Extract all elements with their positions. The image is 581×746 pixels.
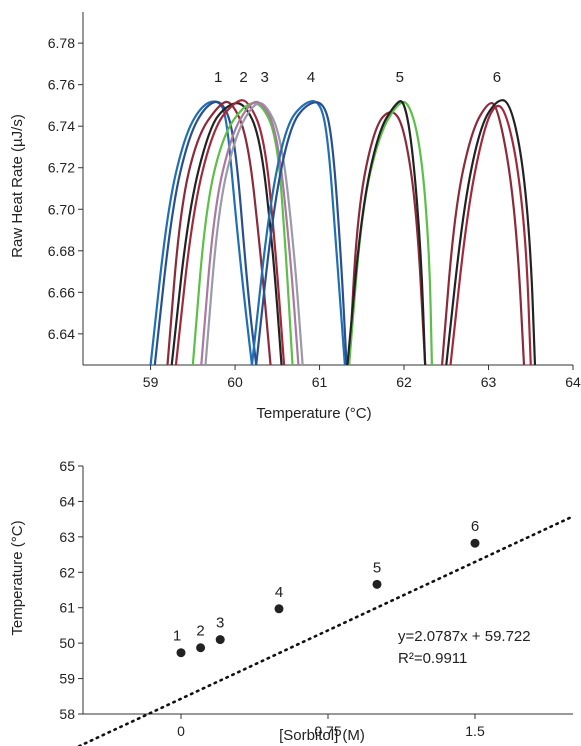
sorbitol-y-tick-label: 50 [59, 635, 75, 651]
sorbitol-y-tick-label: 63 [59, 529, 75, 545]
heat-rate-curve-13 [346, 100, 427, 366]
heat-rate-y-axis-label: Raw Heat Rate (µJ/s) [9, 114, 26, 258]
heat-rate-curve-6 [191, 102, 294, 366]
heat-rate-y-tick-label: 6.74 [48, 118, 75, 134]
heat-rate-curve-11 [348, 111, 427, 366]
heat-rate-x-tick-label: 61 [312, 374, 328, 390]
heat-rate-curve-8 [200, 100, 300, 366]
peak-label-1: 1 [214, 69, 222, 86]
sorbitol-y-tick-label: 61 [59, 600, 75, 616]
heat-rate-curve-5 [174, 99, 286, 366]
point-label-6: 6 [471, 518, 479, 535]
heat-rate-curve-10 [255, 101, 348, 366]
data-point-1 [176, 648, 186, 658]
point-label-2: 2 [196, 623, 204, 640]
data-point-2 [196, 643, 206, 653]
trendline [77, 515, 575, 746]
sorbitol-x-tick-label: 0.75 [314, 723, 341, 739]
heat-rate-y-tick-label: 6.64 [48, 326, 75, 342]
heat-rate-y-tick-label: 6.76 [48, 77, 75, 93]
heat-rate-y-tick-label: 6.66 [48, 284, 75, 300]
trendline-equation: y=2.0787x + 59.722 [398, 628, 531, 645]
peak-label-2: 2 [239, 69, 247, 86]
heat-rate-x-tick-label: 63 [481, 374, 497, 390]
point-label-4: 4 [275, 584, 283, 601]
sorbitol-y-tick-label: 59 [59, 671, 75, 687]
sorbitol-y-tick-label: 62 [59, 564, 75, 580]
heat-rate-x-tick-label: 62 [396, 374, 412, 390]
heat-rate-curve-4 [170, 102, 283, 366]
sorbitol-x-tick-label: 1.5 [465, 723, 485, 739]
trendline-line [77, 515, 575, 746]
point-label-3: 3 [216, 615, 224, 632]
heat-rate-curve-14 [440, 102, 526, 366]
heat-rate-curve-15 [445, 99, 537, 366]
heat-rate-x-tick-label: 60 [227, 374, 243, 390]
heat-rate-x-tick-label: 64 [565, 374, 581, 390]
peak-label-6: 6 [493, 69, 501, 86]
data-point-4 [274, 604, 284, 614]
peak-label-3: 3 [260, 69, 268, 86]
sorbitol-y-axis-label: Temperature (°C) [9, 520, 26, 635]
heat-rate-series [149, 99, 537, 366]
sorbitol-chart: 0 0.75 1.5 58 59 50 61 62 63 64 65 1 2 3 4 5 6 y=2.0787… [9, 458, 575, 746]
heat-rate-curve-16 [449, 104, 532, 366]
heat-rate-curve-3 [166, 100, 272, 366]
heat-rate-y-tick-label: 6.78 [48, 35, 75, 51]
sorbitol-y-tick-label: 64 [59, 493, 75, 509]
sorbitol-points: 1 2 3 4 5 6 [173, 518, 480, 658]
sorbitol-y-tick-label: 65 [59, 458, 75, 474]
heat-rate-axes: 59 60 61 62 63 646.646.666.686.706.726.746.76… [48, 12, 581, 390]
heat-rate-y-tick-label: 6.72 [48, 160, 75, 176]
heat-rate-y-tick-label: 6.68 [48, 243, 75, 259]
data-point-5 [372, 579, 382, 589]
heat-rate-curve-7 [204, 102, 304, 366]
sorbitol-y-tick-label: 58 [59, 706, 75, 722]
data-point-3 [215, 635, 225, 645]
heat-rate-x-axis-label: Temperature (°C) [256, 405, 371, 422]
data-point-6 [470, 538, 480, 548]
peak-label-5: 5 [396, 69, 404, 86]
peak-label-4: 4 [307, 69, 315, 86]
point-label-5: 5 [373, 559, 381, 576]
heat-rate-chart: 59 60 61 62 63 646.646.666.686.706.726.746.76… [9, 12, 581, 422]
trendline-r-squared: R²=0.9911 [398, 650, 467, 667]
point-label-1: 1 [173, 628, 181, 645]
heat-rate-curve-9 [250, 99, 346, 366]
heat-rate-y-tick-label: 6.70 [48, 201, 75, 217]
sorbitol-x-tick-label: 0 [177, 723, 185, 739]
heat-rate-curve-1 [149, 100, 254, 366]
heat-rate-x-tick-label: 59 [143, 374, 159, 390]
sorbitol-x-axis-label: [Sorbitol] (M) [279, 727, 365, 744]
heat-rate-curve-2 [153, 100, 258, 366]
